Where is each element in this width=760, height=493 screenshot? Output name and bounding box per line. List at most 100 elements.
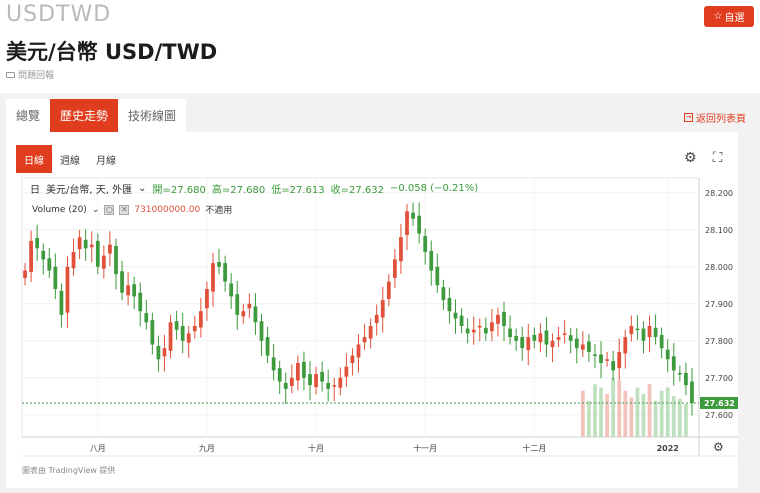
legend-low: 低=27.613	[271, 185, 325, 196]
favorite-button[interactable]: ☆ 自選	[704, 6, 754, 27]
visibility-icon[interactable]: ○	[104, 204, 115, 215]
tab-overview[interactable]: 總覽	[6, 99, 51, 132]
candle-body	[544, 330, 549, 345]
candle-body	[568, 335, 573, 341]
candle-body	[429, 250, 434, 271]
candle-body	[174, 321, 179, 330]
candle-body	[120, 271, 124, 293]
interval-daily[interactable]: 日線	[16, 145, 52, 173]
fullscreen-icon[interactable]: ⛶	[712, 150, 723, 166]
volume-bar	[587, 400, 591, 437]
candle-body	[247, 303, 252, 309]
chart-type-icon[interactable]: 日	[30, 185, 40, 196]
volume-bar	[623, 390, 628, 437]
candle-body	[653, 327, 658, 338]
candle-body	[350, 355, 355, 363]
volume-bar	[580, 390, 585, 437]
candle-body	[138, 292, 143, 312]
candle-body	[162, 348, 167, 357]
candle-body	[108, 244, 112, 254]
candle-body	[302, 361, 306, 378]
volume-bar	[653, 400, 658, 437]
volume-bar	[593, 384, 597, 437]
candle-body	[671, 356, 676, 371]
candle-body	[538, 333, 543, 343]
candle-body	[308, 374, 312, 386]
legend-open: 開=27.680	[152, 185, 206, 196]
candle-body	[314, 374, 318, 388]
candle-body	[483, 327, 488, 334]
interval-weekly[interactable]: 週線	[60, 155, 80, 167]
close-icon[interactable]: ✕	[119, 204, 130, 215]
candle-body	[89, 244, 94, 248]
symbol-code: USDTWD	[6, 2, 112, 27]
candle-body	[101, 255, 106, 269]
candle-body	[580, 344, 585, 350]
arrow-box-icon: →	[684, 113, 693, 122]
star-outline-icon: ☆	[713, 11, 723, 22]
favorite-label: 自選	[724, 13, 745, 24]
candle-body	[229, 283, 234, 297]
candle-body	[289, 377, 294, 386]
candle-body	[23, 270, 27, 278]
candle-body	[283, 382, 288, 389]
candle-body	[344, 366, 349, 377]
time-tick-label: 十一月	[413, 443, 437, 453]
candle-body	[168, 322, 173, 351]
volume-bar	[677, 398, 682, 437]
candle-body	[423, 236, 428, 252]
volume-bar	[665, 387, 670, 437]
candle-body	[71, 252, 76, 269]
candle-body	[59, 290, 64, 315]
candle-body	[217, 261, 221, 267]
candle-body	[47, 258, 52, 271]
tab-technical[interactable]: 技術線圖	[118, 99, 187, 132]
interval-monthly[interactable]: 月線	[96, 155, 116, 167]
candle-body	[356, 344, 361, 358]
back-to-list-label: 返回列表頁	[696, 114, 746, 125]
candle-body	[441, 287, 446, 301]
chevron-down-icon[interactable]: ⌄	[138, 183, 147, 194]
volume-bar	[684, 404, 688, 437]
volume-bar	[635, 387, 640, 437]
axis-settings-icon[interactable]: ⚙	[713, 440, 724, 454]
candle-body	[520, 337, 525, 349]
legend-close: 收=27.632	[330, 185, 384, 196]
candle-body	[95, 240, 100, 267]
candle-body	[490, 322, 494, 332]
candle-body	[126, 285, 130, 296]
gear-icon[interactable]: ⚙	[684, 150, 697, 166]
candle-body	[496, 314, 500, 324]
tab-history[interactable]: 歷史走勢	[50, 99, 119, 132]
volume-bar	[617, 380, 622, 437]
time-tick-label: 十月	[308, 443, 324, 453]
time-tick-label: 十二月	[522, 443, 546, 453]
candle-body	[374, 314, 379, 324]
candle-body	[338, 377, 343, 388]
chevron-down-icon[interactable]: ⌄	[91, 204, 100, 215]
candle-body	[41, 250, 46, 260]
candle-body	[605, 359, 609, 361]
volume-bar	[599, 387, 603, 437]
candle-body	[587, 341, 591, 352]
volume-bar	[647, 384, 652, 437]
candle-body	[471, 329, 476, 333]
volume-bar	[611, 377, 616, 437]
candle-body	[411, 212, 415, 219]
report-link[interactable]: 問題回報	[6, 68, 54, 81]
volume-bar	[629, 397, 634, 437]
candle-body	[684, 372, 688, 386]
candle-body	[65, 266, 70, 313]
candle-body	[265, 337, 270, 356]
last-price-label: 27.632	[704, 399, 735, 408]
back-to-list-link[interactable]: → 返回列表頁	[684, 110, 746, 125]
price-tick-label: 27.900	[705, 300, 733, 309]
volume-na: 不適用	[205, 206, 233, 216]
candle-body	[368, 326, 373, 339]
candle-body	[447, 297, 452, 312]
price-tick-label: 27.700	[705, 374, 733, 383]
page-title: 美元/台幣 USD/TWD	[6, 40, 218, 64]
candle-body	[53, 266, 58, 289]
candle-body	[617, 351, 622, 369]
